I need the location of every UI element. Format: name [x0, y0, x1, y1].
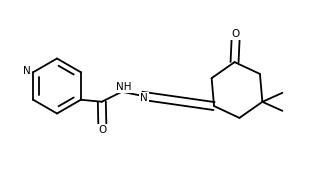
Text: O: O [232, 29, 240, 39]
Text: N: N [23, 66, 31, 76]
Text: O: O [98, 125, 107, 135]
Text: N: N [140, 93, 148, 103]
Text: NH: NH [116, 82, 132, 92]
